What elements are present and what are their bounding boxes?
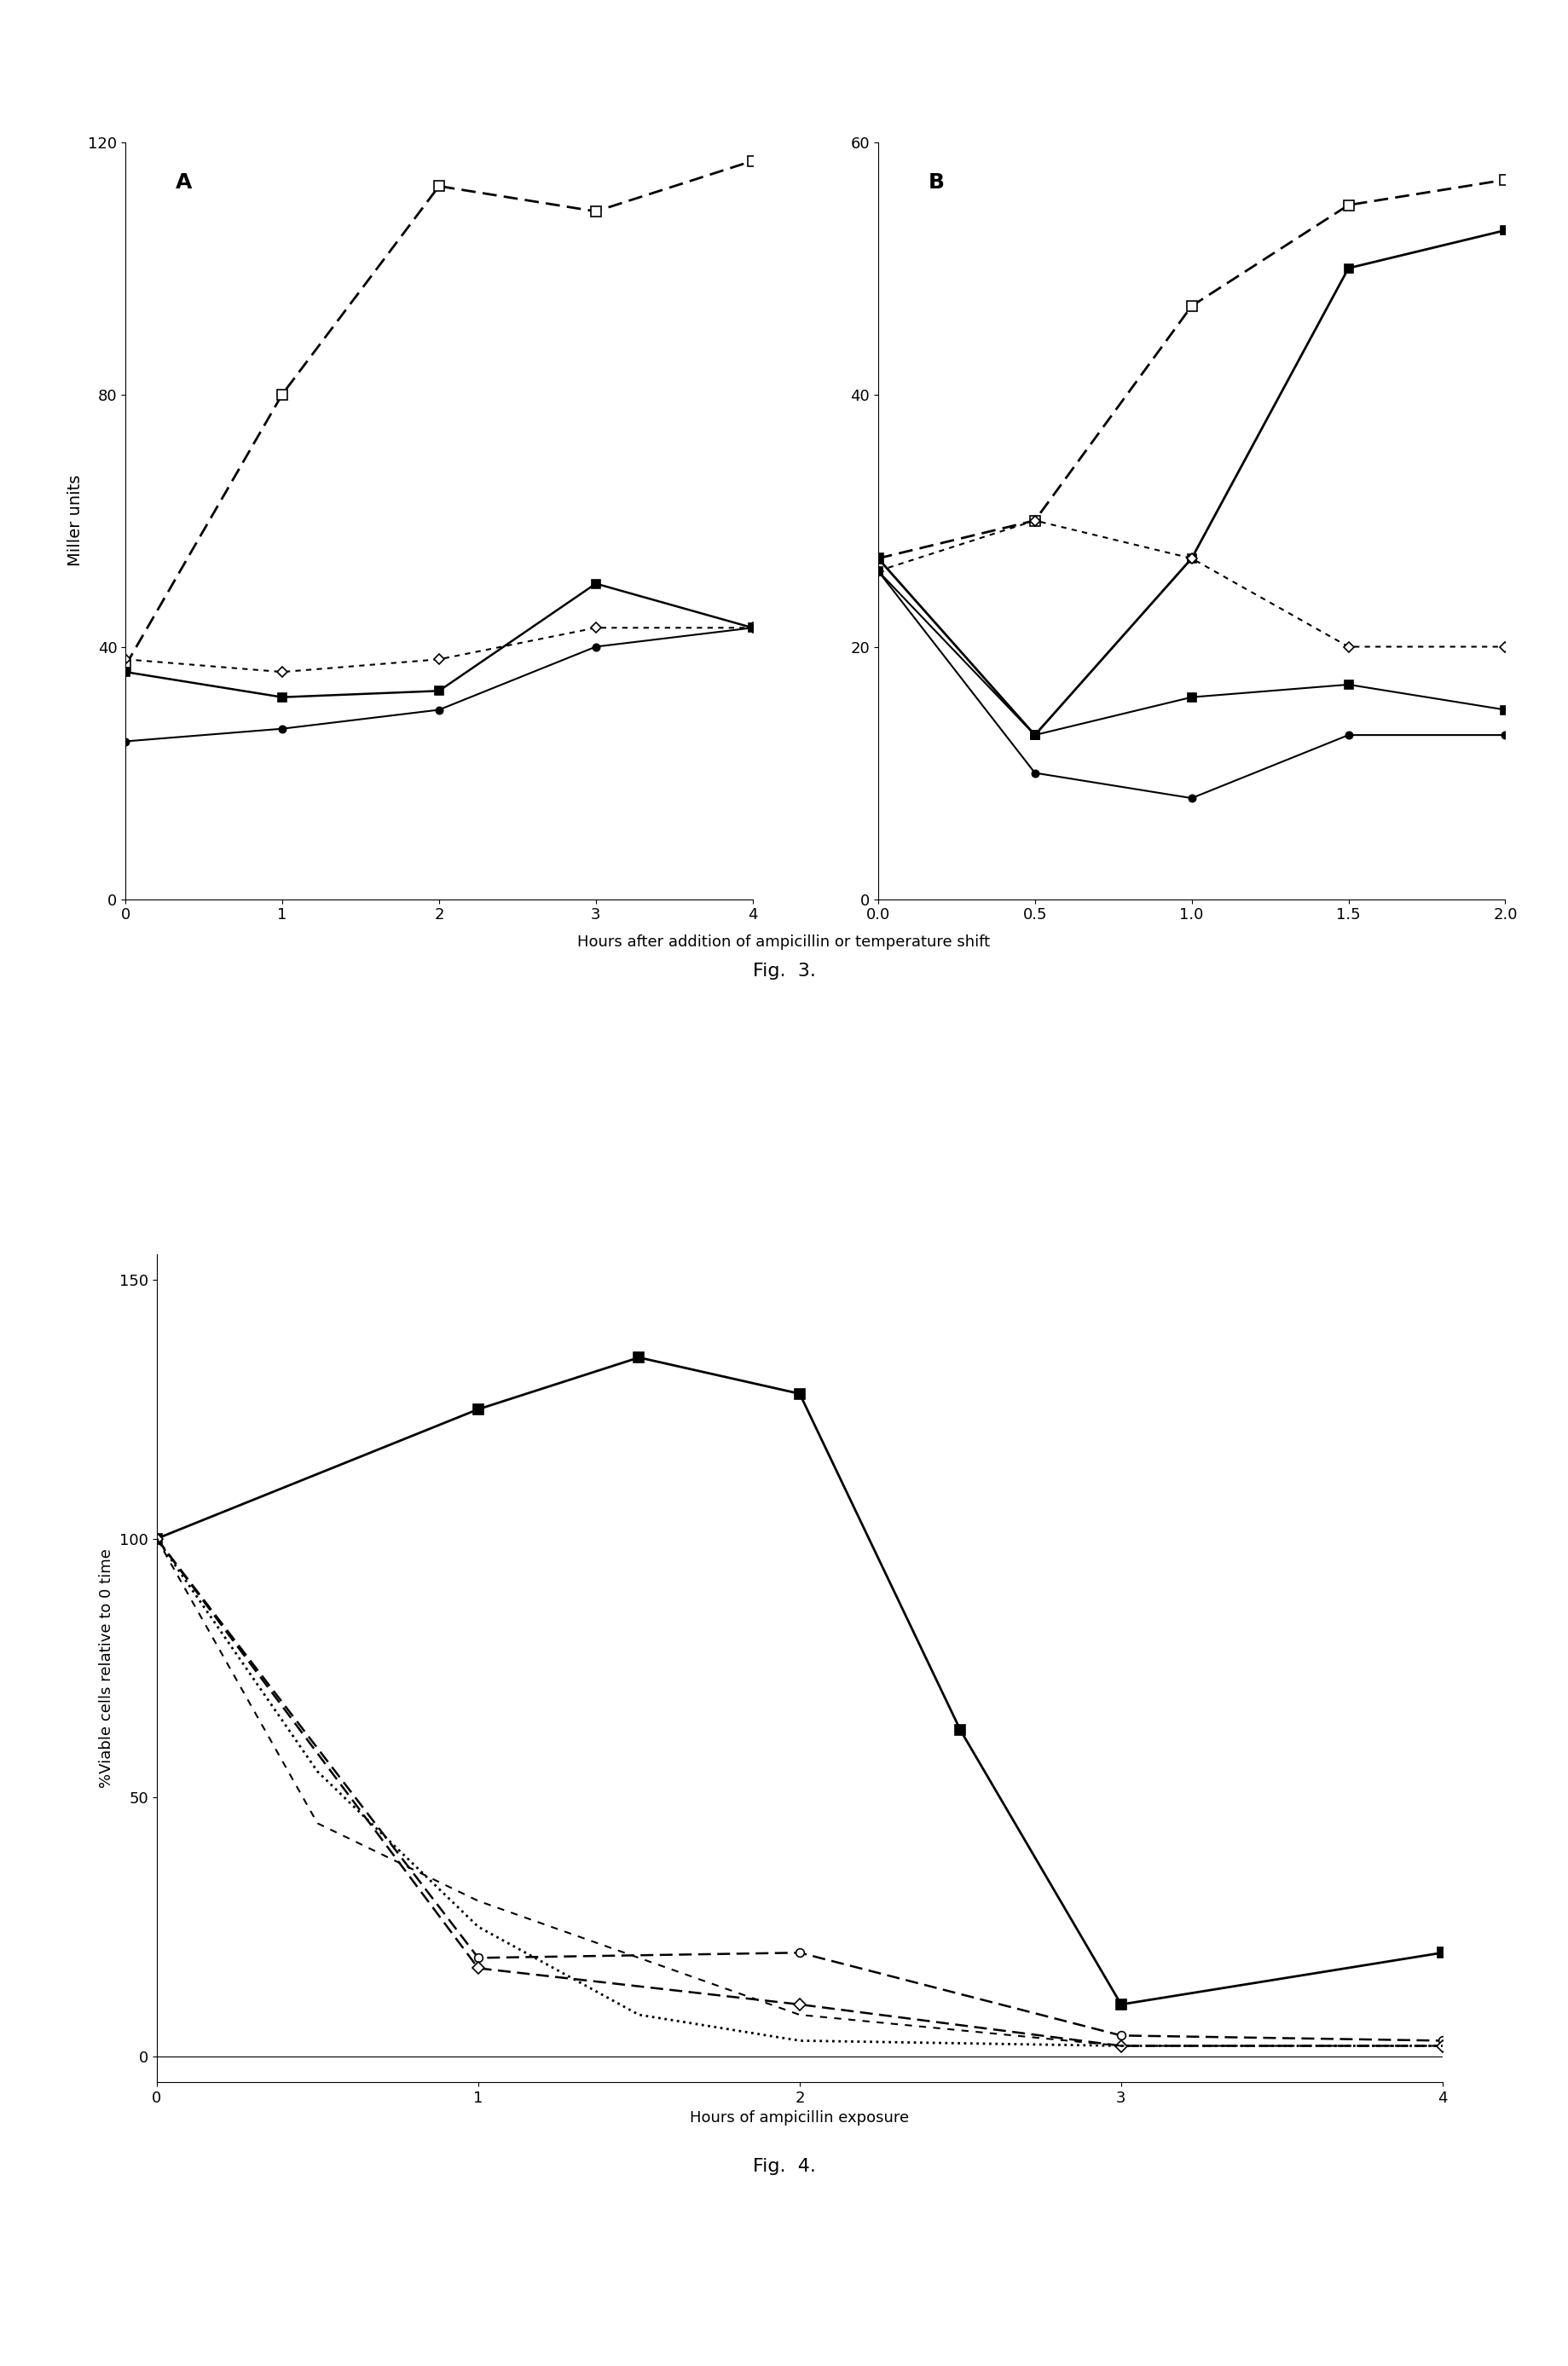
X-axis label: Hours of ampicillin exposure: Hours of ampicillin exposure <box>690 2110 909 2125</box>
Y-axis label: Miller units: Miller units <box>67 476 83 565</box>
Text: Fig.  3.: Fig. 3. <box>753 963 815 980</box>
Text: A: A <box>176 173 193 192</box>
Text: Hours after addition of ampicillin or temperature shift: Hours after addition of ampicillin or te… <box>577 935 991 949</box>
Text: Fig.  4.: Fig. 4. <box>753 2158 815 2174</box>
Y-axis label: %Viable cells relative to 0 time: %Viable cells relative to 0 time <box>99 1547 114 1789</box>
Text: B: B <box>928 173 944 192</box>
